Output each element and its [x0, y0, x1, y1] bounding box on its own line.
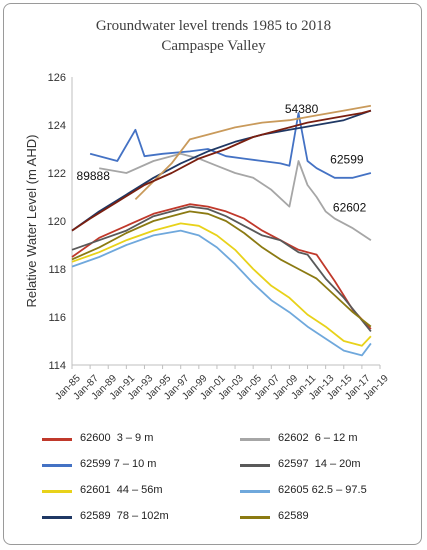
legend-label: 62600 3 – 9 m — [80, 432, 154, 444]
annotation-label: 62599 — [330, 152, 364, 166]
series-line-4 — [71, 222, 372, 347]
chart-subtitle: Campaspe Valley — [161, 38, 266, 54]
y-tick-label: 126 — [48, 72, 66, 84]
legend-swatch — [240, 464, 270, 467]
series-line-2 — [89, 112, 372, 179]
legend-label: 62602 6 – 12 m — [278, 432, 358, 444]
legend-swatch — [42, 464, 72, 467]
series-line-5 — [71, 229, 372, 357]
annotation-label: 54380 — [285, 102, 319, 116]
y-tick-label: 124 — [48, 120, 66, 132]
legend-label: 62605 62.5 – 97.5 — [278, 484, 367, 496]
y-tick-label: 116 — [48, 312, 66, 324]
y-axis-label: Relative Water Level (m AHD) — [24, 135, 39, 308]
chart-series — [71, 104, 372, 357]
legend-swatch — [42, 516, 72, 519]
series-line-3 — [71, 205, 372, 332]
y-tick-label: 118 — [48, 264, 66, 276]
series-line-9 — [71, 109, 372, 232]
series-line-0 — [71, 203, 372, 330]
legend-swatch — [240, 516, 270, 519]
chart-frame — [3, 3, 422, 545]
y-tick-label: 122 — [48, 168, 66, 180]
annotation-label: 89888 — [77, 169, 111, 183]
legend-swatch — [42, 490, 72, 493]
legend-label: 62589 78 – 102m — [80, 510, 169, 522]
legend-label: 62589 — [278, 510, 309, 522]
legend-swatch — [240, 438, 270, 441]
annotation-label: 62602 — [333, 200, 367, 214]
y-tick-label: 120 — [48, 216, 66, 228]
series-line-1 — [99, 152, 372, 241]
chart-annotations: 54380 62599 89888 62602 — [77, 102, 367, 214]
series-line-7 — [71, 210, 372, 328]
series-line-6 — [71, 109, 372, 232]
legend-swatch — [42, 438, 72, 441]
legend-label: 62597 14 – 20m — [278, 458, 361, 470]
legend-label: 62599 7 – 10 m — [80, 458, 157, 470]
y-tick-label: 114 — [48, 360, 66, 372]
series-line-8 — [134, 104, 372, 201]
legend-label: 62601 44 – 56m — [80, 484, 163, 496]
chart-title: Groundwater level trends 1985 to 2018 — [95, 18, 332, 34]
legend-swatch — [240, 490, 270, 493]
